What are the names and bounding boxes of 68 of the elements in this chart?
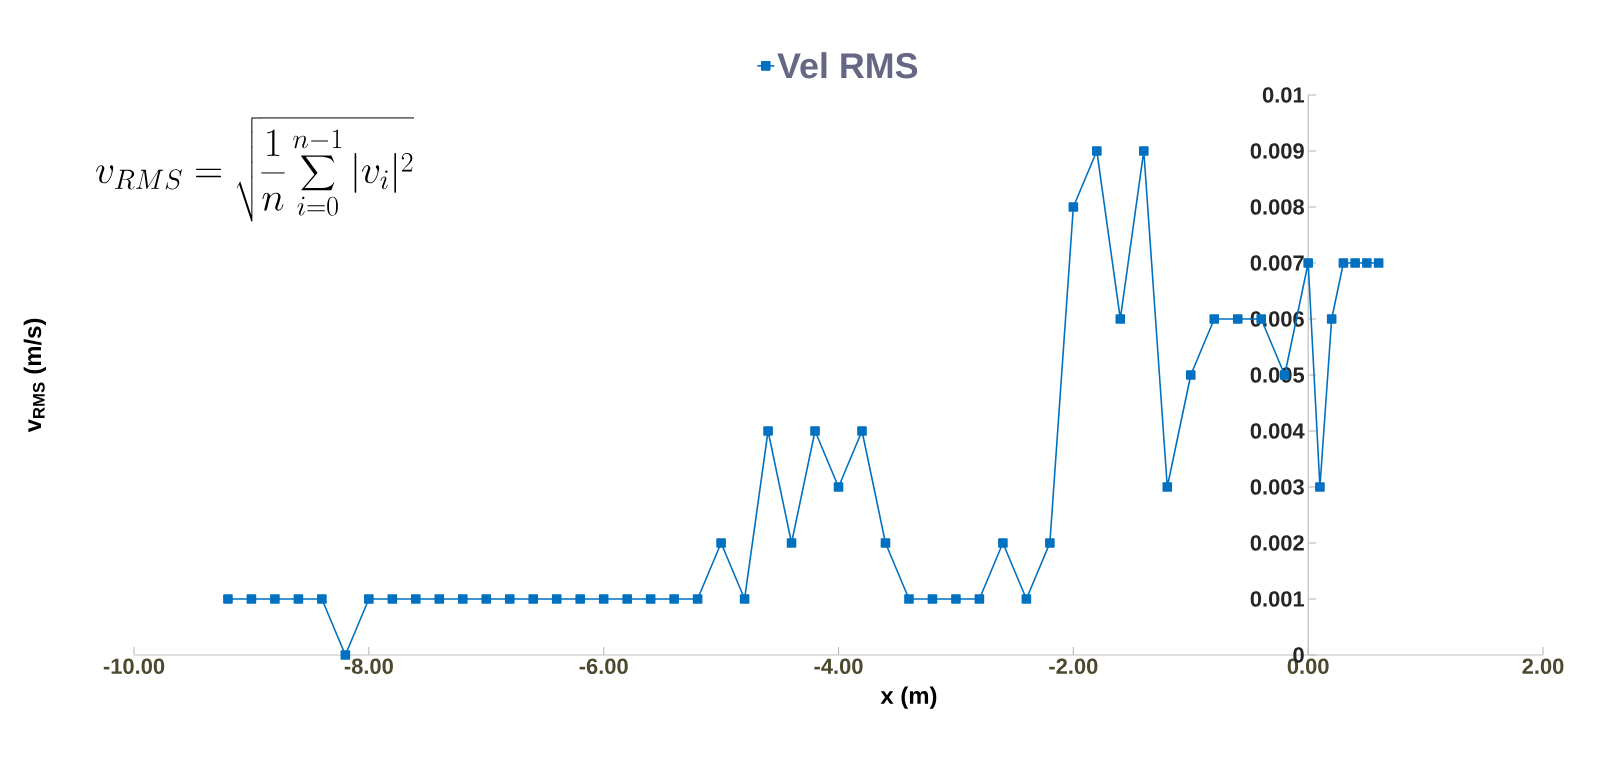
y-tick-label: 0.001 xyxy=(1250,591,1305,607)
point xyxy=(293,594,304,604)
point xyxy=(1350,258,1360,268)
y-axis-title: v$_{RMS}$ (m/s) xyxy=(23,318,46,433)
point xyxy=(998,538,1008,548)
point xyxy=(810,426,820,436)
point xyxy=(739,594,750,604)
point xyxy=(622,594,632,604)
point xyxy=(1232,314,1243,324)
point xyxy=(880,538,891,548)
point xyxy=(904,594,914,604)
point xyxy=(387,594,398,604)
point xyxy=(270,594,280,604)
point xyxy=(1303,258,1313,268)
point xyxy=(857,426,867,436)
point xyxy=(1162,482,1173,492)
point xyxy=(411,594,421,604)
annotation: $v_{RMS} = \sqrt{\frac{1}{n}\sum_{i=0}^{n-1}|v_i|^2}$ xyxy=(96,117,415,222)
point xyxy=(1185,370,1196,380)
y-tick-label: 0.01 xyxy=(1262,87,1305,103)
x-tick-label: -4.00 xyxy=(814,658,863,675)
point xyxy=(1338,258,1349,268)
y-tick-label: 0.003 xyxy=(1250,479,1304,495)
point xyxy=(951,594,961,604)
point xyxy=(504,594,515,604)
point xyxy=(716,538,726,548)
point xyxy=(645,594,656,604)
x-tick-label: -10.00 xyxy=(103,658,165,675)
y-tick-label: 0.009 xyxy=(1250,143,1304,159)
point xyxy=(1115,314,1126,324)
point xyxy=(1021,594,1032,604)
y-tick-label: 0.004 xyxy=(1250,423,1305,439)
point xyxy=(974,594,985,604)
legend-label: Vel RMS xyxy=(777,52,918,79)
point xyxy=(1315,482,1325,492)
point xyxy=(1045,538,1055,548)
y-tick-label: 0.007 xyxy=(1250,255,1304,271)
point xyxy=(551,594,562,604)
point xyxy=(669,594,679,604)
point xyxy=(317,594,327,604)
y-tick-label: 0.008 xyxy=(1250,199,1304,215)
point xyxy=(246,594,257,604)
point xyxy=(598,594,609,604)
point xyxy=(481,594,492,604)
point xyxy=(763,426,773,436)
x-axis-title: x (m) xyxy=(880,686,937,709)
point xyxy=(1139,146,1149,156)
point xyxy=(1068,202,1079,212)
point xyxy=(575,594,585,604)
point xyxy=(1362,258,1372,268)
point xyxy=(1092,146,1102,156)
x-tick-label: 2.00 xyxy=(1522,658,1564,675)
point xyxy=(1373,258,1384,268)
y-tick-label: 0.002 xyxy=(1250,535,1304,551)
point xyxy=(528,594,539,604)
x-tick-label: -6.00 xyxy=(579,658,628,675)
point xyxy=(1326,314,1337,324)
point xyxy=(927,594,938,604)
point xyxy=(692,594,703,604)
x-tick-label: -2.00 xyxy=(1049,658,1098,675)
point xyxy=(1209,314,1220,324)
point xyxy=(833,482,844,492)
x-tick-label: -8.00 xyxy=(344,658,393,675)
point xyxy=(786,538,797,548)
point xyxy=(457,594,468,604)
point xyxy=(223,594,233,604)
point xyxy=(434,594,445,604)
point xyxy=(364,594,374,604)
